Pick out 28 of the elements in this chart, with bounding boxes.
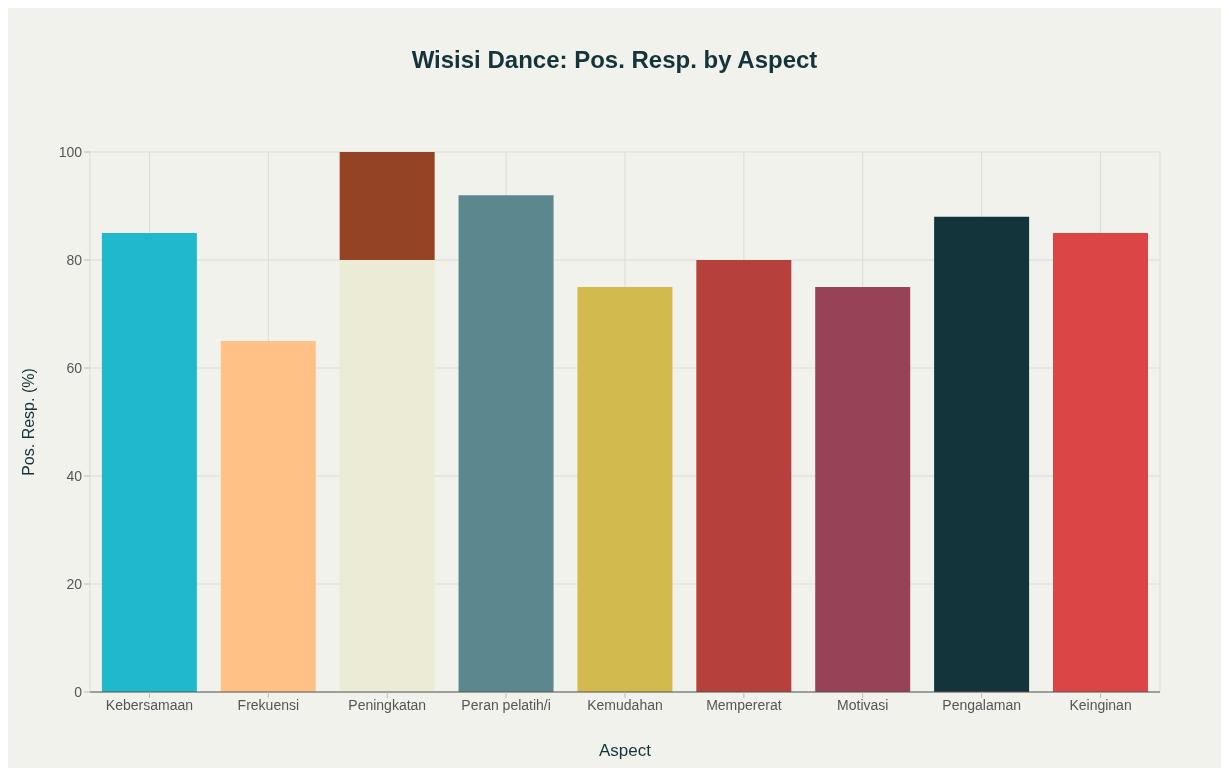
x-tick-label: Kemudahan: [587, 696, 663, 713]
x-tick-label: Pengalaman: [942, 696, 1021, 713]
x-axis-title: Aspect: [599, 741, 652, 760]
bar: [934, 216, 1030, 692]
y-tick-label: 40: [66, 467, 83, 484]
bar: [577, 287, 673, 692]
bar: [101, 233, 197, 692]
x-tick-label: Peran pelatih/i: [461, 696, 551, 713]
bar: [458, 195, 554, 692]
y-tick-label: 20: [66, 575, 83, 592]
x-tick-label: Mempererat: [706, 696, 782, 713]
y-tick-label: 60: [66, 359, 83, 376]
bar: [1053, 233, 1148, 692]
y-tick-label: 100: [58, 143, 83, 160]
bar: [339, 152, 435, 260]
x-tick-label: Keinginan: [1069, 696, 1132, 713]
y-axis-title: Pos. Resp. (%): [19, 368, 37, 476]
bar: [339, 260, 435, 692]
x-tick-label: Frekuensi: [237, 696, 300, 713]
bar: [696, 260, 792, 692]
y-tick-label: 0: [74, 683, 83, 700]
bar: [220, 341, 316, 692]
x-tick-label: Peningkatan: [348, 696, 427, 713]
chart-title: Wisisi Dance: Pos. Resp. by Aspect: [410, 46, 819, 74]
y-tick-label: 80: [66, 251, 83, 268]
x-tick-label: Kebersamaan: [105, 696, 194, 713]
x-tick-label: Motivasi: [837, 696, 889, 713]
bar: [815, 287, 911, 692]
